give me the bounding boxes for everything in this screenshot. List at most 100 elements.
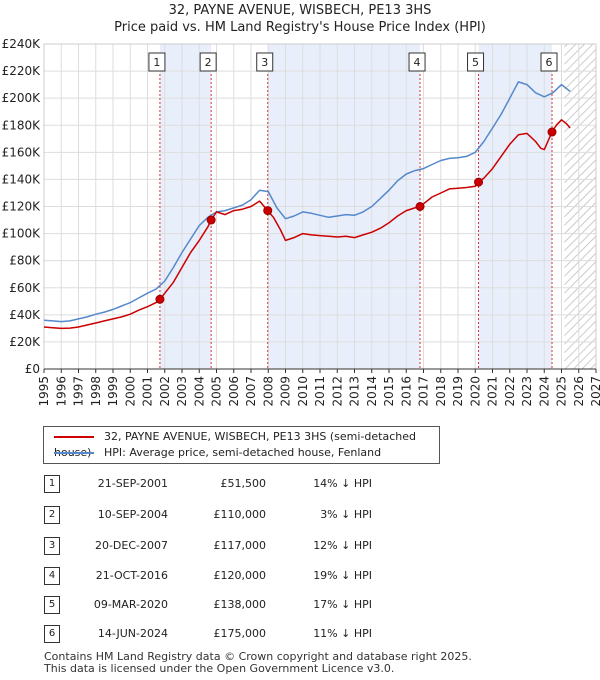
y-tick-label: £100K	[2, 227, 42, 241]
table-row: 6 14-JUN-2024 £175,000 11% ↓ HPI	[0, 625, 600, 643]
y-tick-label: £220K	[2, 64, 42, 78]
table-row: 4 21-OCT-2016 £120,000 19% ↓ HPI	[0, 567, 600, 585]
transaction-price: £138,000	[213, 598, 267, 611]
x-tick-label: 2025	[555, 376, 569, 407]
x-tick-label: 2005	[210, 376, 224, 407]
transaction-point	[206, 215, 216, 225]
y-tick-label: £20K	[9, 335, 41, 349]
legend-item-hpi: HPI: Average price, semi-detached house,…	[54, 445, 381, 461]
x-tick-label: 2006	[227, 376, 241, 407]
transaction-label-frame	[467, 52, 485, 72]
y-tick-label: £60K	[9, 281, 41, 295]
transaction-label-box: 6	[540, 52, 558, 72]
x-tick-label: 1997	[72, 376, 86, 407]
transaction-label-number: 5	[472, 56, 479, 69]
y-tick-label: £140K	[2, 172, 42, 186]
transaction-label-box: 3	[256, 52, 274, 72]
transaction-date: 21-SEP-2001	[97, 477, 168, 490]
price-series-line	[43, 119, 571, 330]
transaction-label-box: 1	[148, 52, 166, 72]
x-tick-label: 2021	[486, 376, 500, 407]
x-tick-label: 2027	[589, 376, 600, 407]
chart-title: 32, PAYNE AVENUE, WISBECH, PE13 3HS	[168, 3, 432, 18]
y-tick-label: £240K	[2, 37, 42, 51]
x-tick-label: 2020	[468, 376, 482, 407]
x-tick-label: 2019	[451, 376, 465, 407]
transaction-number: 5	[44, 596, 60, 614]
transaction-point	[263, 206, 273, 216]
y-tick-label: £180K	[2, 118, 42, 132]
legend-price-swatch	[54, 436, 94, 438]
chart-title-block: 32, PAYNE AVENUE, WISBECH, PE13 3HS Pric…	[0, 2, 600, 36]
footer: Contains HM Land Registry data © Crown c…	[44, 651, 472, 675]
transaction-price: £51,500	[220, 477, 267, 490]
transaction-hpi-diff: 11% ↓ HPI	[313, 627, 372, 640]
x-tick-label: 2022	[503, 376, 517, 407]
transaction-label-frame	[256, 52, 274, 72]
legend-hpi-swatch	[54, 452, 94, 454]
transaction-hpi-diff: 19% ↓ HPI	[313, 569, 372, 582]
transaction-date: 09-MAR-2020	[93, 598, 168, 611]
transaction-label-number: 1	[153, 56, 160, 69]
transaction-number: 3	[44, 537, 60, 555]
transaction-label-box: 4	[408, 52, 426, 72]
transaction-hpi-diff: 12% ↓ HPI	[313, 539, 372, 552]
transaction-label-frame	[408, 52, 426, 72]
x-tick-label: 2012	[330, 376, 344, 407]
x-tick-label: 2016	[399, 376, 413, 407]
transaction-price: £117,000	[213, 539, 267, 552]
transaction-number: 2	[44, 506, 60, 524]
transaction-date: 10-SEP-2004	[97, 508, 168, 521]
x-tick-label: 1995	[37, 376, 51, 407]
x-tick-label: 2024	[537, 376, 551, 407]
transaction-label-frame	[199, 52, 217, 72]
x-tick-label: 1998	[89, 376, 103, 407]
transaction-number: 4	[44, 567, 60, 585]
transaction-price: £175,000	[213, 627, 267, 640]
x-tick-label: 1996	[54, 376, 68, 407]
transaction-label-number: 3	[261, 56, 268, 69]
legend-item-price: 32, PAYNE AVENUE, WISBECH, PE13 3HS (sem…	[54, 429, 439, 459]
x-tick-label: 2015	[382, 376, 396, 407]
transaction-price: £120,000	[213, 569, 267, 582]
transaction-hpi-diff: 17% ↓ HPI	[313, 598, 372, 611]
y-tick-label: £80K	[9, 254, 41, 268]
x-tick-label: 1999	[106, 376, 120, 407]
table-row: 3 20-DEC-2007 £117,000 12% ↓ HPI	[0, 537, 600, 555]
price-chart: £0 £20K £40K £60K £80K £100K £120K £140K £160K £1…	[2, 37, 600, 407]
chart-subtitle: Price paid vs. HM Land Registry's House …	[114, 20, 486, 35]
x-tick-label: 2002	[158, 376, 172, 407]
x-tick-label: 2026	[572, 376, 586, 407]
chart-legend: 32, PAYNE AVENUE, WISBECH, PE13 3HS (sem…	[43, 426, 440, 464]
x-tick-label: 2011	[313, 376, 327, 407]
transaction-label-number: 6	[546, 56, 553, 69]
table-row: 5 09-MAR-2020 £138,000 17% ↓ HPI	[0, 596, 600, 614]
transaction-label-box: 2	[199, 52, 217, 72]
transaction-date: 20-DEC-2007	[94, 539, 168, 552]
y-tick-label: £40K	[9, 308, 41, 322]
table-row: 2 10-SEP-2004 £110,000 3% ↓ HPI	[0, 506, 600, 524]
x-tick-label: 2001	[141, 376, 155, 407]
transaction-date: 14-JUN-2024	[97, 627, 168, 640]
transaction-point	[547, 127, 557, 137]
transaction-label-box: 5	[467, 52, 485, 72]
table-row: 1 21-SEP-2001 £51,500 14% ↓ HPI	[0, 475, 600, 493]
x-tick-label: 2010	[296, 376, 310, 407]
transaction-hpi-diff: 3% ↓ HPI	[320, 508, 372, 521]
x-tick-label: 2000	[123, 376, 137, 407]
transaction-price: £110,000	[213, 508, 267, 521]
transaction-hpi-diff: 14% ↓ HPI	[313, 477, 372, 490]
transaction-label-frame	[540, 52, 558, 72]
x-tick-label: 2023	[520, 376, 534, 407]
transaction-label-frame	[148, 52, 166, 72]
transaction-date: 21-OCT-2016	[95, 569, 168, 582]
footer-license: This data is licensed under the Open Gov…	[44, 662, 395, 675]
x-tick-label: 2007	[244, 376, 258, 407]
footer-copyright: Contains HM Land Registry data © Crown c…	[44, 650, 472, 663]
y-tick-label: £160K	[2, 145, 42, 159]
transaction-label-number: 4	[414, 56, 421, 69]
transaction-point	[415, 202, 425, 211]
x-tick-label: 2003	[175, 376, 189, 407]
transaction-number: 1	[44, 475, 60, 493]
x-tick-label: 2013	[348, 376, 362, 407]
